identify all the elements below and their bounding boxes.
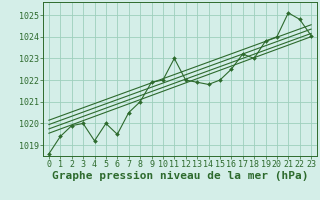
- X-axis label: Graphe pression niveau de la mer (hPa): Graphe pression niveau de la mer (hPa): [52, 171, 308, 181]
